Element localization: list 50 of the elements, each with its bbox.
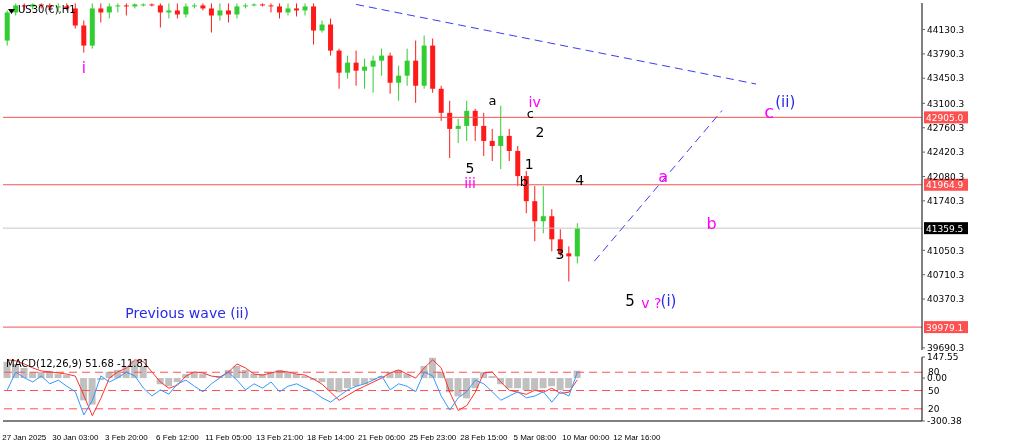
ref-line-label: 42905.0 bbox=[926, 112, 964, 123]
ref-line-label: 39979.1 bbox=[926, 322, 964, 333]
annotation: (i) bbox=[660, 292, 677, 311]
annotation: a bbox=[488, 92, 497, 108]
x-tick-label: 5 Mar 08:00 bbox=[513, 433, 557, 441]
y-tick-label: 43450.3 bbox=[927, 73, 965, 84]
annotation: 2 bbox=[535, 123, 545, 140]
x-tick-label: 28 Feb 15:00 bbox=[460, 433, 508, 441]
y-tick-label: 42420.3 bbox=[927, 147, 965, 158]
annotation: v ? bbox=[641, 295, 662, 312]
annotation: 4 bbox=[575, 172, 585, 189]
x-tick-label: 27 Jan 2025 bbox=[2, 433, 47, 441]
annotation: c bbox=[764, 100, 775, 122]
x-tick-label: 21 Feb 06:00 bbox=[358, 433, 406, 441]
annotation: b bbox=[519, 173, 529, 189]
ref-line-label: 20 bbox=[928, 403, 940, 414]
x-tick-label: 11 Feb 05:00 bbox=[205, 433, 253, 441]
ref-line-label: 41964.9 bbox=[926, 180, 964, 191]
x-tick-label: 25 Feb 23:00 bbox=[409, 433, 457, 441]
ref-line-label: 41359.5 bbox=[926, 223, 964, 234]
x-tick-label: 30 Jan 03:00 bbox=[52, 433, 100, 441]
y-tick-label: 0.00 bbox=[927, 373, 948, 384]
x-tick-label: 12 Mar 16:00 bbox=[613, 433, 662, 441]
annotation: 5 bbox=[625, 292, 635, 311]
x-tick-label: 6 Feb 12:00 bbox=[156, 433, 200, 441]
y-tick-label: 43100.3 bbox=[927, 98, 965, 109]
annotation: 5 bbox=[465, 160, 475, 177]
annotation: (ii) bbox=[775, 92, 796, 111]
annotation: iv bbox=[528, 93, 541, 110]
x-tick-label: 18 Feb 14:00 bbox=[307, 433, 355, 441]
annotation: 1 bbox=[524, 156, 534, 173]
y-tick-label: 41050.3 bbox=[927, 245, 965, 256]
y-tick-label: 39690.3 bbox=[927, 343, 965, 354]
annotation: a bbox=[658, 166, 669, 186]
y-tick-label: 41740.3 bbox=[927, 196, 965, 207]
y-tick-label: 147.55 bbox=[927, 352, 959, 363]
x-tick-label: 13 Feb 21:00 bbox=[255, 433, 304, 441]
ref-line-label: 50 bbox=[928, 385, 940, 396]
y-tick-label: 40370.3 bbox=[927, 294, 965, 305]
y-tick-label: 40710.3 bbox=[927, 269, 965, 280]
annotation: Previous wave (ii) bbox=[125, 304, 249, 321]
y-tick-label: -300.38 bbox=[927, 416, 963, 427]
annotation: b bbox=[706, 213, 717, 233]
x-tick-label: 10 Mar 00:00 bbox=[562, 433, 611, 441]
x-tick-label: 3 Feb 20:00 bbox=[105, 433, 149, 441]
annotation: i bbox=[81, 58, 86, 77]
y-tick-label: 44130.3 bbox=[927, 24, 965, 35]
annotation: iii bbox=[464, 175, 476, 192]
y-tick-label: 43790.3 bbox=[927, 49, 965, 60]
y-tick-label: 42760.3 bbox=[927, 122, 965, 133]
